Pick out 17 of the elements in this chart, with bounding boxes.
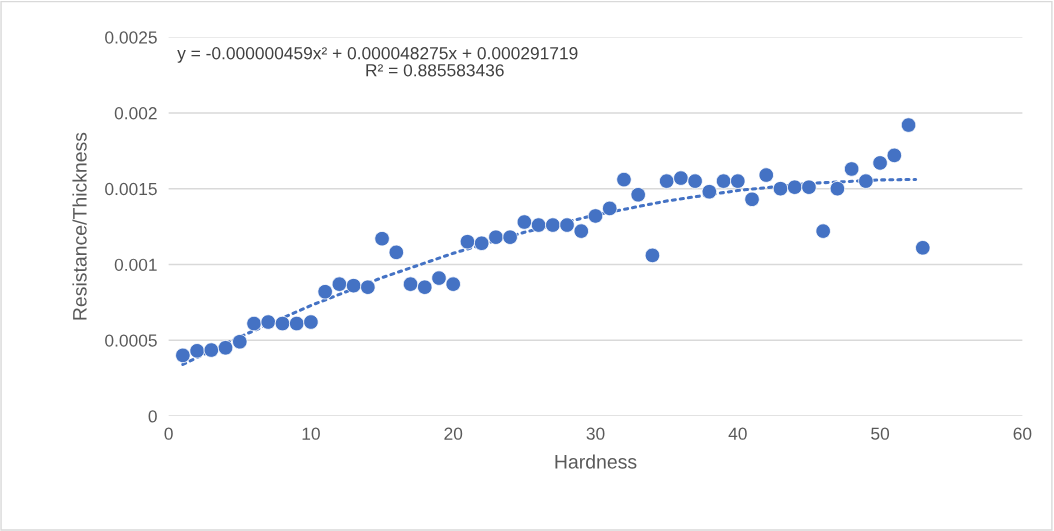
x-tick-label: 30 bbox=[586, 427, 605, 440]
y-tick-label: 0.0025 bbox=[105, 31, 157, 44]
x-tick-label: 10 bbox=[302, 427, 320, 440]
y-tick-label: 0.001 bbox=[114, 258, 157, 271]
x-tick-label: 50 bbox=[871, 427, 890, 440]
y-axis-title: Resistance/Thickness bbox=[72, 132, 87, 320]
x-tick-label: 60 bbox=[1013, 427, 1032, 440]
x-tick-label: 40 bbox=[728, 427, 747, 440]
x-axis-title: Hardness bbox=[555, 454, 637, 469]
annotation: y = -0.000000459x² + 0.000048275x + 0.000291719 bbox=[177, 47, 578, 63]
y-tick-label: 0 bbox=[148, 410, 157, 423]
x-tick-label: 0 bbox=[164, 427, 173, 440]
annotation: R² = 0.885583436 bbox=[366, 64, 504, 77]
y-tick-label: 0.0015 bbox=[105, 182, 157, 196]
x-tick-label: 20 bbox=[444, 427, 463, 440]
y-tick-label: 0.002 bbox=[114, 107, 157, 120]
y-tick-label: 0.0005 bbox=[105, 334, 157, 347]
